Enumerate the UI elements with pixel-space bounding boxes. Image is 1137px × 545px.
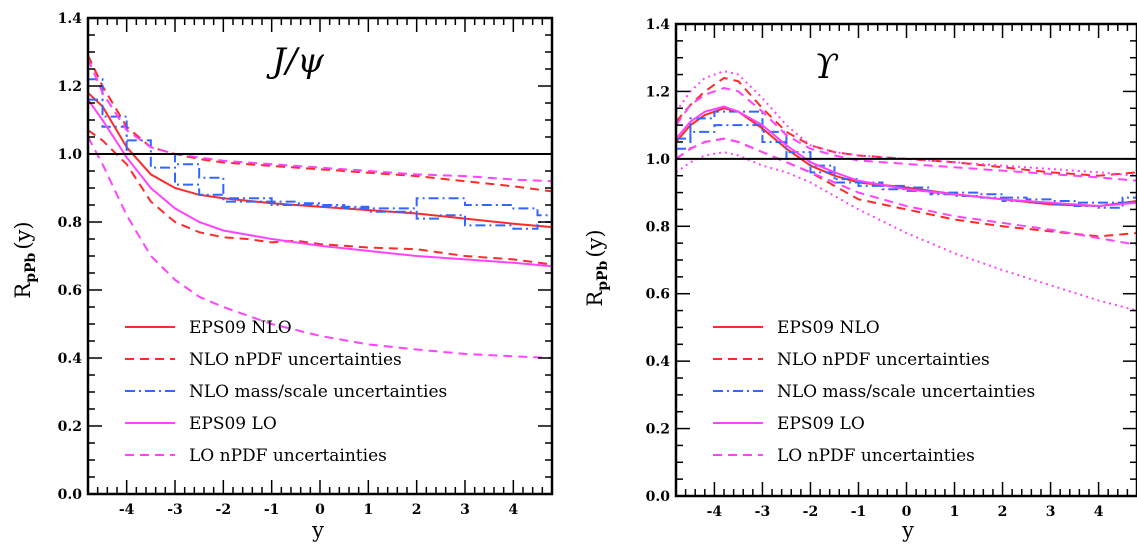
chart-title: J/ψ — [266, 41, 324, 81]
x-tick-label: 4 — [508, 502, 518, 518]
x-tick-label: 0 — [315, 502, 325, 518]
y-tick-label: 0.8 — [646, 219, 670, 235]
plot-area — [88, 54, 552, 359]
y-tick-label: 1.0 — [58, 147, 83, 163]
x-tick-label: -2 — [216, 502, 232, 518]
series-lo_npdf_lower — [88, 136, 552, 359]
y-tick-label: 0.4 — [646, 354, 671, 370]
legend-label: EPS09 NLO — [189, 318, 292, 338]
legend-label: NLO mass/scale uncertainties — [777, 382, 1035, 402]
legend-label: EPS09 LO — [189, 414, 277, 434]
legend-label: LO nPDF uncertainties — [777, 446, 975, 466]
x-axis-label: y — [901, 518, 914, 542]
series-nlo_npdf_lower — [88, 129, 552, 266]
chart-right-upsilon: ϒ y RpPb(y) -4 -3 -2 -1 0 1 2 3 4 0.0 0.2 0.4 0.6 0.8… — [583, 17, 1137, 542]
series-eps09_lo — [676, 105, 1137, 208]
plot-area — [676, 70, 1137, 312]
legend-label: NLO nPDF uncertainties — [189, 350, 402, 370]
x-tick-label: -4 — [707, 504, 723, 520]
series-lo_npdf_lower — [676, 137, 1137, 246]
series-nlo_scale_lower — [676, 124, 1137, 209]
legend-label: EPS09 LO — [777, 414, 865, 434]
legend-label: NLO nPDF uncertainties — [777, 350, 990, 370]
y-tick-label: 1.4 — [646, 17, 671, 33]
chart-left-jpsi: J/ψ y RpPb(y) -4 -3 -2 -1 0 1 2 3 4 0.0 0.2 0.4 0.6 0… — [11, 11, 554, 542]
x-tick-label: -1 — [264, 502, 280, 518]
y-axis-label: RpPb(y) — [11, 221, 39, 298]
x-tick-label: -1 — [851, 504, 867, 520]
x-tick-label: -2 — [803, 504, 819, 520]
svg-text:RpPb(y): RpPb(y) — [11, 221, 39, 298]
series-lo_extra_upper — [676, 70, 1137, 177]
y-tick-label: 1.2 — [58, 79, 82, 95]
x-tick-label: -3 — [755, 504, 771, 520]
series-nlo_npdf_upper — [88, 54, 552, 193]
series-lo_npdf_upper — [676, 87, 1137, 182]
y-tick-label: 0.6 — [646, 287, 670, 303]
y-tick-label: 0.0 — [58, 487, 83, 503]
series-nlo_npdf_upper — [676, 76, 1137, 177]
y-axis-label: RpPb(y) — [583, 229, 611, 306]
series-eps09_nlo — [88, 92, 552, 229]
legend-label: NLO mass/scale uncertainties — [189, 382, 447, 402]
x-axis-label: y — [311, 518, 324, 542]
legend-label: EPS09 NLO — [777, 318, 880, 338]
series-eps09_nlo — [676, 107, 1137, 208]
x-tick-label: 4 — [1094, 504, 1104, 520]
series-nlo_scale_lower — [88, 98, 552, 230]
series-nlo_scale_upper — [88, 78, 552, 217]
legend: EPS09 NLO NLO nPDF uncertainties NLO mass/… — [713, 318, 1035, 466]
x-tick-label: -4 — [119, 502, 135, 518]
chart-title: ϒ — [814, 47, 839, 87]
plot-frame — [674, 22, 1137, 498]
y-tick-label: 0.2 — [646, 422, 670, 438]
y-tick-label: 0.2 — [58, 419, 82, 435]
legend-label: LO nPDF uncertainties — [189, 446, 387, 466]
x-tick-label: 3 — [1046, 504, 1056, 520]
x-tick-label: 0 — [902, 504, 912, 520]
y-tick-label: 0.8 — [58, 215, 82, 231]
x-tick-label: -3 — [167, 502, 183, 518]
x-tick-label: 1 — [950, 504, 960, 520]
y-tick-label: 0.4 — [58, 351, 83, 367]
series-lo_extra_lower — [676, 151, 1137, 312]
series-eps09_lo — [88, 99, 552, 268]
y-tick-label: 0.6 — [58, 283, 82, 299]
x-tick-label: 3 — [460, 502, 470, 518]
svg-text:RpPb(y): RpPb(y) — [583, 229, 611, 306]
x-tick-label: 2 — [412, 502, 422, 518]
x-tick-label: 2 — [998, 504, 1008, 520]
y-tick-label: 1.0 — [646, 152, 671, 168]
legend: EPS09 NLO NLO nPDF uncertainties NLO mass/… — [125, 318, 447, 466]
y-tick-label: 1.2 — [646, 84, 670, 100]
y-tick-label: 0.0 — [646, 489, 671, 505]
x-tick-label: 1 — [363, 502, 373, 518]
y-tick-label: 1.4 — [58, 11, 83, 27]
